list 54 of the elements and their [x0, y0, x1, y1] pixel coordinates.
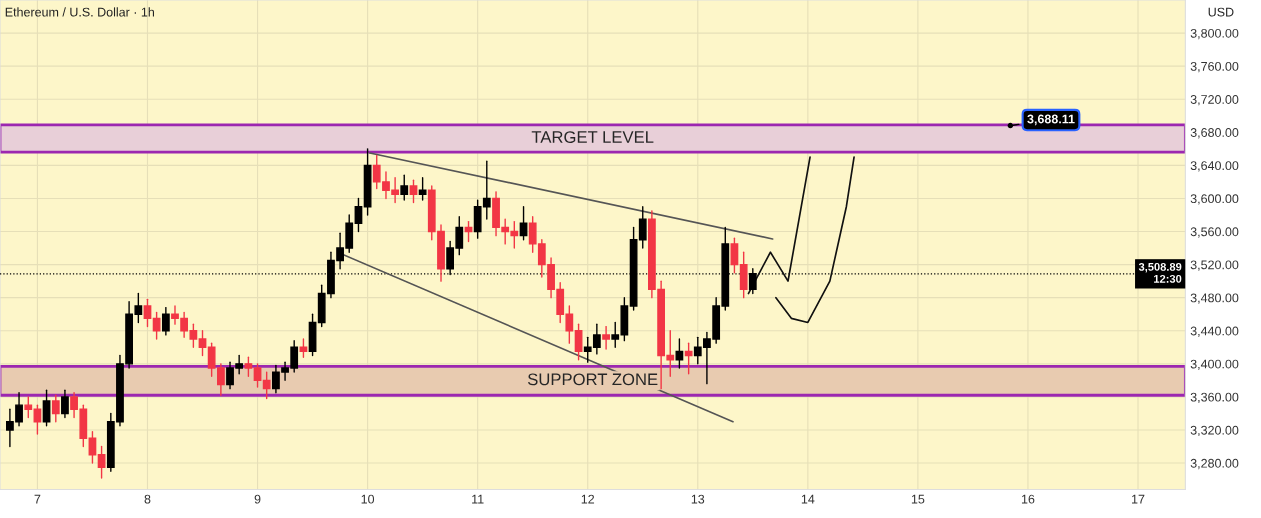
y-tick-label: 3,520.00 — [1190, 260, 1239, 271]
y-tick-label: 3,400.00 — [1190, 359, 1239, 370]
candlestick — [198, 330, 207, 357]
candlestick — [97, 445, 106, 479]
band-label: TARGET LEVEL — [531, 131, 654, 143]
x-tick-label: 10 — [361, 494, 375, 504]
y-tick-label: 3,360.00 — [1190, 392, 1239, 404]
y-tick-label: 3,320.00 — [1190, 425, 1239, 437]
candlestick — [418, 177, 427, 201]
candlestick — [161, 306, 170, 336]
x-tick-label: 9 — [254, 494, 261, 504]
candlestick — [24, 396, 33, 419]
candlestick — [51, 394, 60, 423]
candlestick — [253, 363, 262, 388]
y-tick-label: 3,560.00 — [1190, 227, 1239, 238]
y-tick-label: 3,600.00 — [1190, 194, 1239, 205]
candlestick — [730, 237, 739, 274]
candlestick — [574, 323, 583, 361]
candlestick — [400, 174, 409, 201]
y-axis-title: USD — [1208, 7, 1234, 17]
band-label: SUPPORT ZONE — [527, 373, 658, 386]
y-tick-label: 3,440.00 — [1190, 326, 1239, 337]
y-tick-label: 3,800.00 — [1190, 28, 1239, 40]
line-series — [747, 156, 811, 295]
y-tick-label: 3,280.00 — [1190, 458, 1239, 470]
y-tick-label: 3,640.00 — [1190, 161, 1239, 172]
candlestick — [143, 298, 152, 328]
chart-title: Ethereum / U.S. Dollar · 1h — [5, 7, 154, 17]
x-tick-label: 12 — [581, 494, 595, 504]
candlestick — [409, 179, 418, 204]
y-tick-label: 3,720.00 — [1190, 95, 1239, 106]
x-tick-label: 8 — [144, 494, 151, 504]
candlestick — [42, 389, 51, 427]
candlestick — [244, 356, 253, 377]
candlestick — [152, 311, 161, 340]
candlestick — [684, 342, 693, 375]
x-tick-label: 15 — [911, 494, 925, 504]
candlestick — [602, 325, 610, 350]
x-tick-label: 14 — [801, 494, 815, 504]
x-tick-label: 17 — [1132, 494, 1145, 504]
ref-line-label: 3,508.89 12:30 — [1138, 262, 1182, 283]
x-tick-label: 7 — [34, 494, 41, 504]
annotation: 3,688.11 — [1027, 114, 1075, 126]
candlestick — [61, 389, 69, 419]
candlestick — [262, 371, 271, 400]
y-tick-label: 3,480.00 — [1190, 293, 1239, 304]
candlestick — [354, 197, 363, 233]
x-tick-label: 13 — [691, 494, 705, 504]
y-tick-label: 3,680.00 — [1190, 128, 1239, 139]
line-series — [775, 156, 855, 324]
y-tick-label: 3,760.00 — [1190, 61, 1239, 73]
candlestick — [748, 268, 757, 295]
x-tick-label: 16 — [1021, 494, 1035, 504]
x-tick-label: 11 — [472, 494, 484, 504]
